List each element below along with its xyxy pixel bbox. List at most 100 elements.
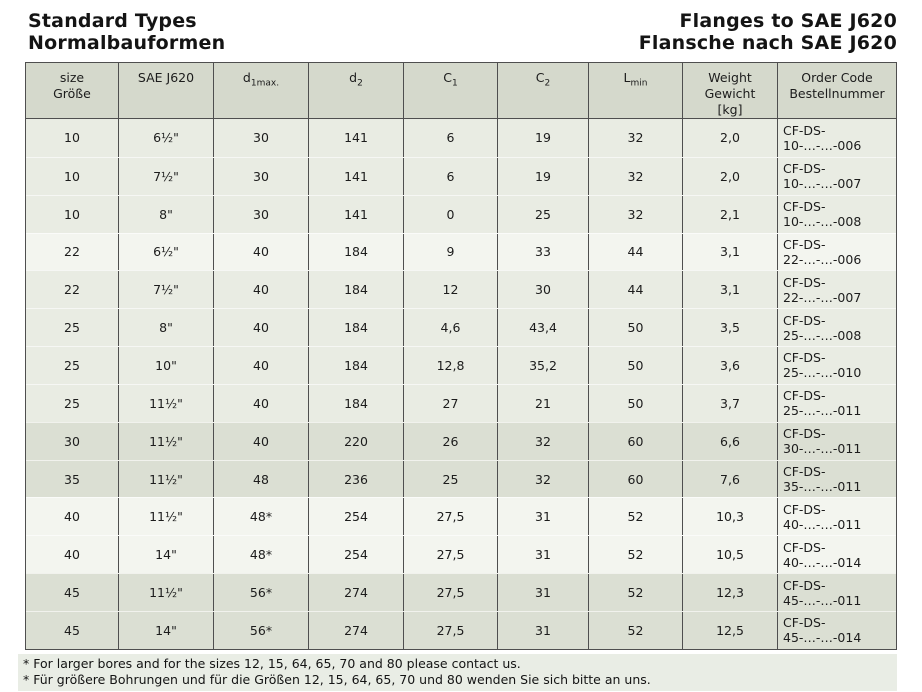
column-header-d1max: d1max. [214, 63, 309, 118]
cell-d1max: 40 [214, 422, 309, 460]
column-header-d2: d2 [309, 63, 404, 118]
cell-order: CF-DS-25-…-…-008 [783, 312, 862, 343]
table-row: 10 6½" 30 141 6 19 32 2,0 CF-DS-10-…-…-006 [26, 119, 896, 157]
cell-size: 45 [26, 574, 119, 611]
cell-d1max: 48* [214, 536, 309, 574]
cell-c2: 33 [498, 233, 589, 271]
cell-d2: 236 [309, 460, 404, 498]
cell-order: CF-DS-10-…-…-007 [783, 161, 862, 192]
cell-order: CF-DS-22-…-…-006 [783, 236, 862, 267]
table-row: 10 7½" 30 141 6 19 32 2,0 CF-DS-10-…-…-007 [26, 156, 896, 195]
cell-lmin: 60 [589, 460, 683, 498]
cell-size: 30 [26, 422, 119, 460]
table-row: 22 7½" 40 184 12 30 44 3,1 CF-DS-22-…-…-007 [26, 270, 896, 309]
footnotes: * For larger bores and for the sizes 12,… [18, 654, 897, 691]
cell-size: 25 [26, 384, 119, 422]
table-row: 45 14" 56* 274 27,5 31 52 12,5 CF-DS-45-…-…-014 [26, 610, 896, 649]
cell-order: CF-DS-40-…-…-014 [783, 539, 862, 570]
cell-weight: 12,3 [683, 574, 778, 611]
table-row: 10 8" 30 141 0 25 32 2,1 CF-DS-10-…-…-008 [26, 194, 896, 233]
cell-weight: 3,1 [683, 233, 778, 271]
cell-c1: 27,5 [404, 574, 498, 611]
cell-sae: 7½" [119, 271, 214, 309]
title-english: Standard Types [28, 10, 197, 32]
cell-size: 40 [26, 498, 119, 536]
cell-d1max: 48* [214, 498, 309, 536]
cell-size: 25 [26, 309, 119, 347]
cell-lmin: 32 [589, 119, 683, 157]
cell-sae: 11½" [119, 384, 214, 422]
cell-c1: 6 [404, 119, 498, 157]
cell-size: 10 [26, 157, 119, 195]
cell-size: 35 [26, 460, 119, 498]
table-body: 10 6½" 30 141 6 19 32 2,0 CF-DS-10-…-…-006 10 7½" 3… [26, 119, 896, 649]
cell-d1max: 56* [214, 611, 309, 649]
cell-lmin: 50 [589, 384, 683, 422]
cell-weight: 7,6 [683, 460, 778, 498]
cell-sae: 11½" [119, 422, 214, 460]
cell-weight: 12,5 [683, 611, 778, 649]
cell-c2: 21 [498, 384, 589, 422]
cell-sae: 7½" [119, 157, 214, 195]
cell-lmin: 52 [589, 574, 683, 611]
cell-weight: 3,6 [683, 347, 778, 384]
cell-lmin: 52 [589, 498, 683, 536]
cell-sae: 8" [119, 195, 214, 233]
column-header-size: size Größe [26, 63, 119, 118]
cell-c1: 9 [404, 233, 498, 271]
cell-size: 22 [26, 271, 119, 309]
title-left: Standard Types Normalbauformen [25, 10, 225, 54]
table-row: 45 11½" 56* 274 27,5 31 52 12,3 CF-DS-45-…-…-011 [26, 573, 896, 611]
cell-d2: 254 [309, 498, 404, 536]
cell-weight: 3,7 [683, 384, 778, 422]
cell-weight: 2,0 [683, 157, 778, 195]
column-header-weight: Weight Gewicht [kg] [683, 63, 778, 118]
column-header-c1: C1 [404, 63, 498, 118]
cell-size: 40 [26, 536, 119, 574]
cell-c1: 26 [404, 422, 498, 460]
cell-weight: 3,1 [683, 271, 778, 309]
table-row: 25 10" 40 184 12,8 35,2 50 3,6 CF-DS-25-…-…-010 [26, 346, 896, 384]
cell-d2: 141 [309, 157, 404, 195]
cell-order: CF-DS-25-…-…-010 [783, 350, 862, 381]
cell-sae: 11½" [119, 460, 214, 498]
cell-d1max: 40 [214, 233, 309, 271]
page-header: Standard Types Normalbauformen Flanges t… [25, 10, 897, 54]
cell-sae: 14" [119, 536, 214, 574]
cell-d1max: 48 [214, 460, 309, 498]
cell-c2: 43,4 [498, 309, 589, 347]
cell-weight: 2,0 [683, 119, 778, 157]
cell-d2: 274 [309, 574, 404, 611]
cell-c2: 31 [498, 574, 589, 611]
cell-sae: 14" [119, 611, 214, 649]
cell-weight: 10,5 [683, 536, 778, 574]
cell-c2: 32 [498, 460, 589, 498]
cell-lmin: 32 [589, 195, 683, 233]
cell-c2: 31 [498, 611, 589, 649]
table-row: 30 11½" 40 220 26 32 60 6,6 CF-DS-30-…-…-011 [26, 421, 896, 460]
cell-c1: 6 [404, 157, 498, 195]
table-row: 25 8" 40 184 4,6 43,4 50 3,5 CF-DS-25-…-…-008 [26, 308, 896, 347]
cell-d1max: 56* [214, 574, 309, 611]
cell-lmin: 32 [589, 157, 683, 195]
table-header-row: size Größe SAE J620 d1max. d2 C1 C2 Lmin Weight G… [26, 63, 896, 119]
cell-size: 10 [26, 195, 119, 233]
footnote-english: * For larger bores and for the sizes 12,… [23, 656, 521, 671]
cell-weight: 3,5 [683, 309, 778, 347]
cell-sae: 8" [119, 309, 214, 347]
cell-d1max: 40 [214, 384, 309, 422]
cell-order: CF-DS-30-…-…-011 [783, 426, 862, 457]
cell-d2: 184 [309, 233, 404, 271]
flange-spec-table: size Größe SAE J620 d1max. d2 C1 C2 Lmin Weight G… [25, 62, 897, 650]
cell-d2: 274 [309, 611, 404, 649]
column-header-sae: SAE J620 [119, 63, 214, 118]
cell-d2: 220 [309, 422, 404, 460]
cell-lmin: 44 [589, 233, 683, 271]
cell-lmin: 50 [589, 347, 683, 384]
cell-c1: 27,5 [404, 611, 498, 649]
cell-lmin: 44 [589, 271, 683, 309]
cell-c1: 12,8 [404, 347, 498, 384]
cell-size: 22 [26, 233, 119, 271]
cell-size: 45 [26, 611, 119, 649]
